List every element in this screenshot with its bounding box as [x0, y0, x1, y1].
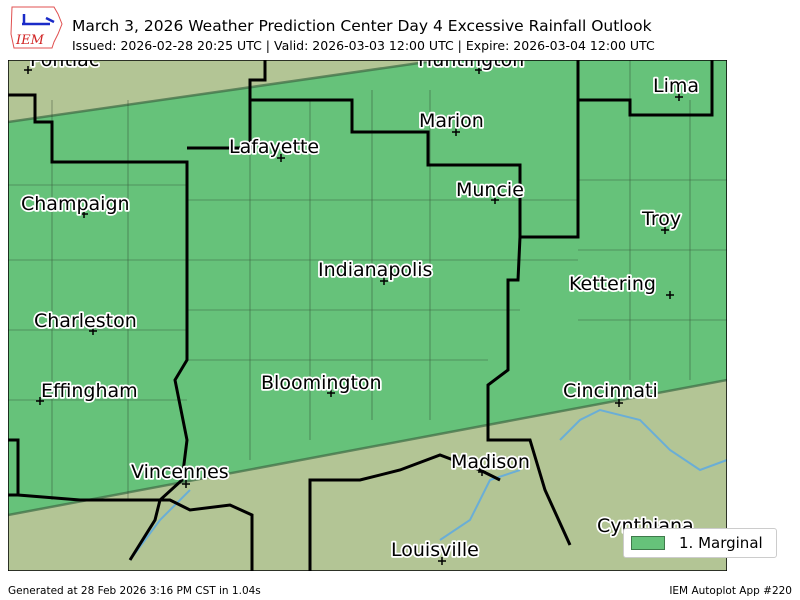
city-label: Muncie — [456, 179, 524, 201]
city-label: Louisville — [391, 539, 479, 561]
city-label: Troy — [641, 208, 681, 230]
rainfall-outlook-map: Pontiac Huntington Lima Marion Lafayette… — [8, 60, 727, 571]
iem-logo: IEM — [10, 6, 63, 49]
city-label: Lafayette — [229, 136, 319, 158]
state-and-wfo-borders — [8, 60, 714, 571]
city-label: Indianapolis — [318, 259, 432, 281]
city-label: Madison — [451, 451, 530, 473]
city-label: Effingham — [41, 380, 138, 402]
risk-outline — [8, 60, 441, 124]
county-lines — [8, 60, 727, 500]
city-label: Charleston — [34, 310, 137, 332]
city-label: Champaign — [21, 193, 130, 215]
city-label: Pontiac — [30, 60, 99, 71]
city-label: Cincinnati — [563, 380, 658, 402]
legend-label-marginal: 1. Marginal — [679, 534, 763, 552]
city-label: Huntington — [418, 60, 524, 71]
marginal-swatch — [631, 536, 665, 550]
map-legend: 1. Marginal — [623, 528, 777, 558]
city-label: Kettering — [569, 273, 656, 295]
city-label: Vincennes — [131, 461, 229, 483]
svg-text:IEM: IEM — [15, 33, 45, 48]
app-footer: IEM Autoplot App #220 — [669, 585, 792, 597]
city-label: Marion — [419, 110, 484, 132]
page-title: March 3, 2026 Weather Prediction Center … — [72, 17, 652, 35]
page-subtitle: Issued: 2026-02-28 20:25 UTC | Valid: 20… — [72, 38, 655, 53]
city-label: Bloomington — [261, 372, 382, 394]
generated-footer: Generated at 28 Feb 2026 3:16 PM CST in … — [8, 585, 261, 597]
city-label: Lima — [653, 75, 699, 97]
